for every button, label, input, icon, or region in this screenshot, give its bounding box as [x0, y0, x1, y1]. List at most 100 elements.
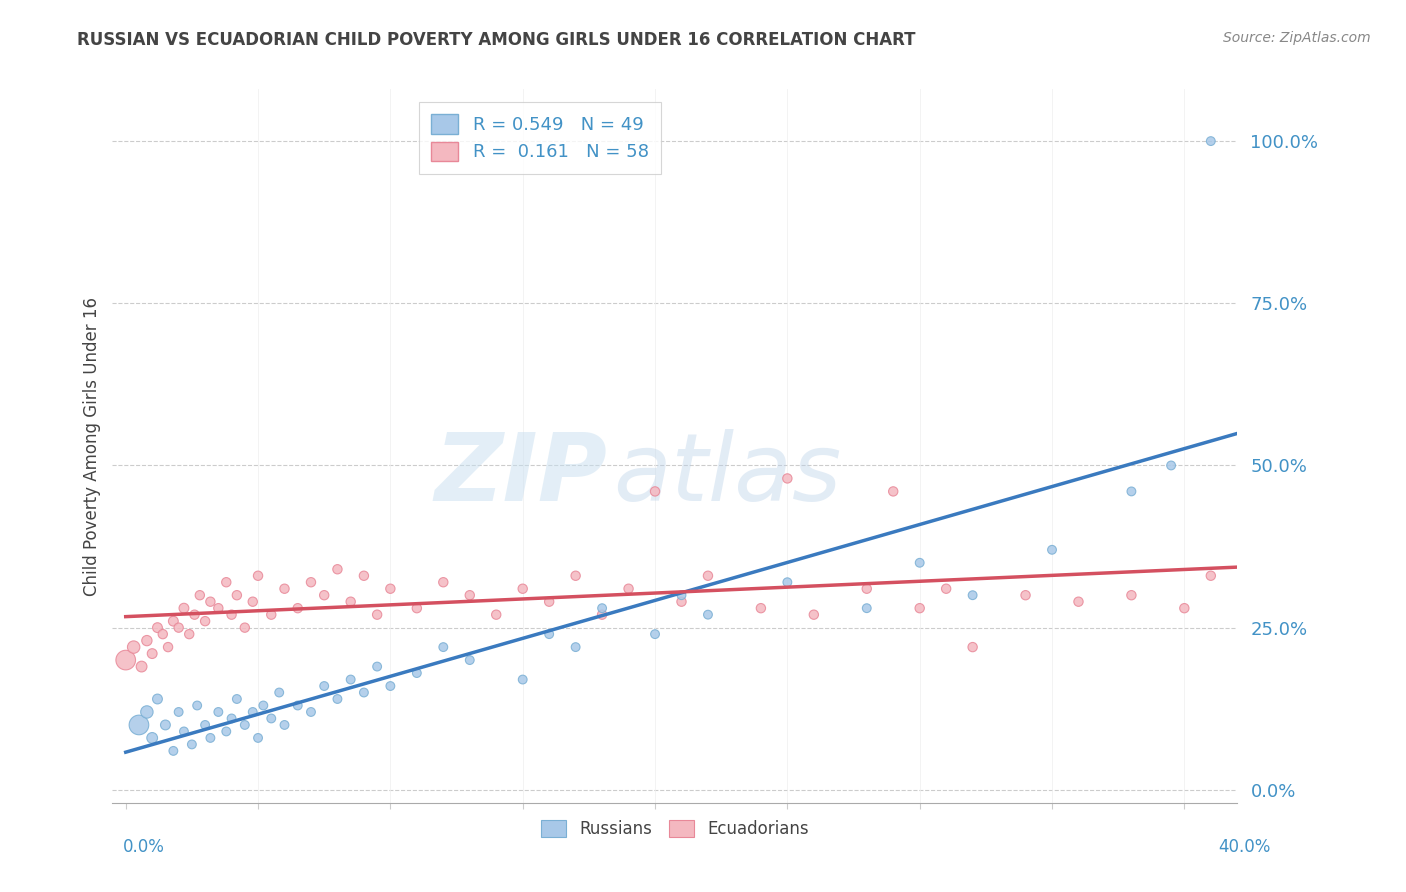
- Point: [131, 659, 153, 673]
- Point: [962, 588, 984, 602]
- Point: [252, 698, 274, 713]
- Point: [247, 731, 270, 745]
- Point: [353, 685, 375, 699]
- Point: [855, 601, 877, 615]
- Point: [273, 718, 295, 732]
- Point: [935, 582, 957, 596]
- Point: [380, 582, 402, 596]
- Point: [167, 621, 190, 635]
- Point: [242, 595, 264, 609]
- Point: [644, 484, 666, 499]
- Point: [221, 607, 243, 622]
- Point: [1014, 588, 1036, 602]
- Point: [591, 607, 613, 622]
- Point: [485, 607, 508, 622]
- Point: [776, 471, 799, 485]
- Point: [314, 679, 336, 693]
- Point: [260, 607, 283, 622]
- Point: [366, 607, 388, 622]
- Point: [564, 640, 586, 654]
- Point: [179, 627, 201, 641]
- Point: [186, 698, 208, 713]
- Text: Source: ZipAtlas.com: Source: ZipAtlas.com: [1223, 31, 1371, 45]
- Point: [141, 731, 163, 745]
- Point: [173, 724, 195, 739]
- Point: [671, 595, 693, 609]
- Point: [247, 568, 270, 582]
- Point: [260, 711, 283, 725]
- Point: [155, 718, 177, 732]
- Point: [1173, 601, 1195, 615]
- Text: 0.0%: 0.0%: [122, 838, 165, 855]
- Point: [314, 588, 336, 602]
- Point: [157, 640, 180, 654]
- Text: 40.0%: 40.0%: [1218, 838, 1271, 855]
- Text: atlas: atlas: [613, 429, 841, 520]
- Point: [225, 692, 247, 706]
- Point: [882, 484, 904, 499]
- Point: [221, 711, 243, 725]
- Point: [233, 621, 256, 635]
- Point: [200, 595, 222, 609]
- Point: [135, 705, 157, 719]
- Point: [380, 679, 402, 693]
- Point: [207, 705, 229, 719]
- Point: [749, 601, 772, 615]
- Point: [432, 575, 454, 590]
- Point: [512, 582, 534, 596]
- Text: ZIP: ZIP: [434, 428, 607, 521]
- Point: [776, 575, 799, 590]
- Point: [162, 744, 184, 758]
- Point: [1067, 595, 1090, 609]
- Point: [405, 666, 427, 681]
- Point: [225, 588, 247, 602]
- Point: [194, 614, 217, 628]
- Point: [215, 575, 238, 590]
- Point: [128, 718, 150, 732]
- Point: [671, 588, 693, 602]
- Y-axis label: Child Poverty Among Girls Under 16: Child Poverty Among Girls Under 16: [83, 296, 101, 596]
- Point: [287, 601, 309, 615]
- Point: [591, 601, 613, 615]
- Point: [299, 575, 322, 590]
- Point: [458, 588, 481, 602]
- Point: [855, 582, 877, 596]
- Point: [432, 640, 454, 654]
- Point: [114, 653, 136, 667]
- Point: [162, 614, 184, 628]
- Point: [353, 568, 375, 582]
- Point: [538, 627, 561, 641]
- Point: [326, 562, 349, 576]
- Point: [1121, 588, 1143, 602]
- Point: [287, 698, 309, 713]
- Point: [908, 556, 931, 570]
- Point: [564, 568, 586, 582]
- Point: [538, 595, 561, 609]
- Text: RUSSIAN VS ECUADORIAN CHILD POVERTY AMONG GIRLS UNDER 16 CORRELATION CHART: RUSSIAN VS ECUADORIAN CHILD POVERTY AMON…: [77, 31, 915, 49]
- Point: [233, 718, 256, 732]
- Point: [1160, 458, 1182, 473]
- Point: [146, 692, 169, 706]
- Point: [194, 718, 217, 732]
- Point: [167, 705, 190, 719]
- Point: [273, 582, 295, 596]
- Point: [180, 738, 202, 752]
- Point: [1199, 568, 1222, 582]
- Point: [617, 582, 640, 596]
- Point: [141, 647, 163, 661]
- Point: [135, 633, 157, 648]
- Point: [512, 673, 534, 687]
- Point: [962, 640, 984, 654]
- Point: [183, 607, 205, 622]
- Point: [152, 627, 174, 641]
- Point: [188, 588, 211, 602]
- Point: [207, 601, 229, 615]
- Point: [697, 607, 720, 622]
- Point: [1121, 484, 1143, 499]
- Point: [1199, 134, 1222, 148]
- Point: [458, 653, 481, 667]
- Point: [366, 659, 388, 673]
- Point: [122, 640, 145, 654]
- Point: [339, 595, 361, 609]
- Point: [405, 601, 427, 615]
